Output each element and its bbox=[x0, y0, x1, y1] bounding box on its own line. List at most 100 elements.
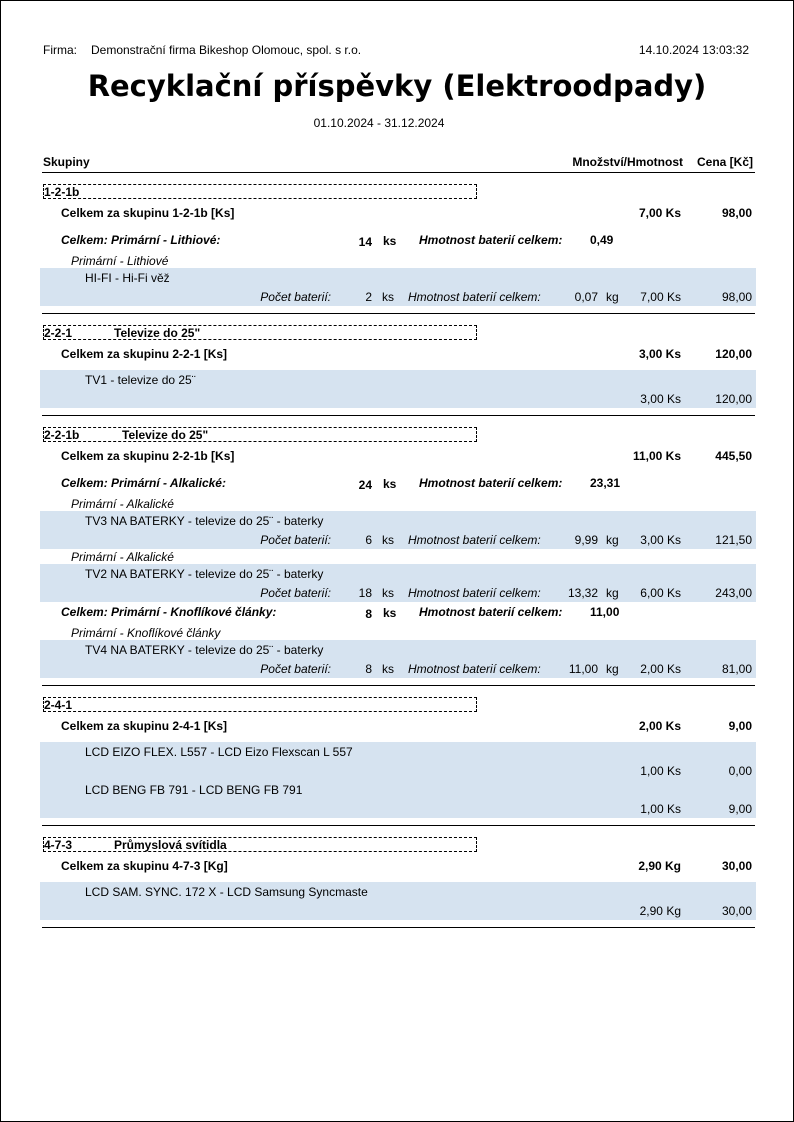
item-name: LCD EIZO FLEX. L557 - LCD Eizo Flexscan … bbox=[85, 745, 353, 759]
item-quantity: 2,00 Ks bbox=[640, 662, 681, 676]
battery-summary-unit: ks bbox=[383, 234, 397, 248]
group-total-label: Celkem za skupinu 2-2-1 [Ks] bbox=[61, 347, 228, 361]
battery-summary-weight: 23,31 bbox=[590, 476, 621, 490]
battery-count-label: Počet baterií: bbox=[260, 290, 331, 304]
battery-summary-weight: 11,00 bbox=[590, 605, 620, 619]
group-total-price: 9,00 bbox=[728, 719, 752, 733]
group-total-label: Celkem za skupinu 1-2-1b [Ks] bbox=[61, 206, 235, 220]
battery-summary-count: 24 bbox=[358, 478, 372, 492]
battery-summary-unit: ks bbox=[383, 606, 397, 620]
battery-summary-weight-label: Hmotnost baterií celkem: bbox=[419, 605, 563, 619]
battery-weight-unit: kg bbox=[606, 586, 619, 600]
battery-weight: 13,32 bbox=[567, 586, 598, 600]
item-block bbox=[40, 882, 756, 920]
battery-count-unit: ks bbox=[382, 533, 394, 547]
group-total-price: 120,00 bbox=[715, 347, 752, 361]
battery-weight-label: Hmotnost baterií celkem: bbox=[408, 290, 541, 304]
item-name: LCD SAM. SYNC. 172 X - LCD Samsung Syncm… bbox=[85, 885, 368, 899]
item-price: 9,00 bbox=[728, 802, 752, 816]
item-quantity: 7,00 Ks bbox=[640, 290, 681, 304]
group-name: Televize do 25" bbox=[114, 326, 201, 340]
battery-category: Primární - Knoflíkové články bbox=[71, 626, 221, 640]
battery-count-unit: ks bbox=[382, 290, 394, 304]
group-total-quantity: 11,00 Ks bbox=[632, 449, 681, 463]
item-price: 81,00 bbox=[721, 662, 752, 676]
item-quantity: 2,90 Kg bbox=[639, 904, 681, 918]
group-total-price: 30,00 bbox=[721, 859, 752, 873]
report-period: 01.10.2024 - 31.12.2024 bbox=[313, 116, 445, 130]
column-header-groups: Skupiny bbox=[43, 155, 90, 169]
battery-category: Primární - Alkalické bbox=[71, 497, 174, 511]
item-price: 30,00 bbox=[721, 904, 752, 918]
group-code: 2-4-1 bbox=[44, 698, 73, 712]
battery-summary-label: Celkem: Primární - Knoflíkové články: bbox=[61, 605, 277, 619]
group-name: Průmyslová svítidla bbox=[114, 838, 227, 852]
group-total-quantity: 2,90 Kg bbox=[638, 859, 681, 873]
company-name: Demonstrační firma Bikeshop Olomouc, spo… bbox=[91, 43, 362, 57]
battery-count-unit: ks bbox=[382, 662, 394, 676]
battery-weight-unit: kg bbox=[606, 533, 619, 547]
group-divider bbox=[42, 313, 755, 314]
item-quantity: 6,00 Ks bbox=[640, 586, 681, 600]
group-total-price: 445,50 bbox=[715, 449, 752, 463]
item-quantity: 1,00 Ks bbox=[640, 802, 681, 816]
battery-count-label: Počet baterií: bbox=[260, 662, 331, 676]
group-total-quantity: 3,00 Ks bbox=[638, 347, 681, 361]
item-quantity: 3,00 Ks bbox=[640, 533, 681, 547]
item-price: 120,00 bbox=[715, 392, 752, 406]
battery-count: 8 bbox=[365, 662, 372, 676]
item-block bbox=[40, 564, 756, 602]
battery-count-unit: ks bbox=[382, 586, 394, 600]
battery-summary-count: 8 bbox=[365, 607, 372, 621]
battery-summary-label: Celkem: Primární - Lithiové: bbox=[61, 233, 221, 247]
group-code: 4-7-3 bbox=[44, 838, 73, 852]
group-header-box bbox=[43, 697, 477, 712]
item-block bbox=[40, 640, 756, 678]
group-header-box bbox=[43, 837, 477, 852]
battery-count: 6 bbox=[365, 533, 372, 547]
item-name: TV3 NA BATERKY - televize do 25¨ - bater… bbox=[85, 514, 324, 528]
group-code: 2-2-1 bbox=[44, 326, 73, 340]
item-quantity: 3,00 Ks bbox=[640, 392, 681, 406]
item-name: TV2 NA BATERKY - televize do 25¨ - bater… bbox=[85, 567, 324, 581]
group-total-quantity: 7,00 Ks bbox=[638, 206, 681, 220]
column-header-quantity: Množství/Hmotnost bbox=[572, 155, 683, 169]
group-divider bbox=[42, 927, 755, 928]
company-label: Firma: bbox=[43, 43, 77, 57]
battery-weight-label: Hmotnost baterií celkem: bbox=[408, 533, 541, 547]
group-divider bbox=[42, 825, 755, 826]
item-block bbox=[40, 742, 756, 818]
group-code: 2-2-1b bbox=[44, 428, 80, 442]
item-price: 98,00 bbox=[721, 290, 752, 304]
battery-weight-label: Hmotnost baterií celkem: bbox=[408, 586, 541, 600]
group-divider bbox=[42, 685, 755, 686]
print-timestamp: 14.10.2024 13:03:32 bbox=[638, 43, 749, 57]
battery-category: Primární - Lithiové bbox=[71, 254, 169, 268]
battery-summary-weight: 0,49 bbox=[590, 233, 614, 247]
group-header-box bbox=[43, 427, 477, 442]
item-name: TV1 - televize do 25¨ bbox=[85, 373, 196, 387]
item-block bbox=[40, 511, 756, 549]
item-price: 121,50 bbox=[715, 533, 752, 547]
group-header-box bbox=[43, 325, 477, 340]
item-block bbox=[40, 268, 756, 306]
header-divider bbox=[42, 172, 755, 173]
battery-count-label: Počet baterií: bbox=[260, 533, 331, 547]
group-header-box bbox=[43, 184, 477, 199]
battery-count: 18 bbox=[358, 586, 372, 600]
group-total-price: 98,00 bbox=[721, 206, 752, 220]
battery-weight-unit: kg bbox=[606, 662, 619, 676]
item-name: LCD BENG FB 791 - LCD BENG FB 791 bbox=[85, 783, 303, 797]
battery-count: 2 bbox=[365, 290, 372, 304]
item-block bbox=[40, 370, 756, 408]
battery-summary-weight-label: Hmotnost baterií celkem: bbox=[419, 476, 563, 490]
item-price: 243,00 bbox=[715, 586, 752, 600]
item-name: HI-FI - Hi-Fi věž bbox=[85, 271, 170, 285]
report-title: Recyklační příspěvky (Elektroodpady) bbox=[87, 69, 707, 103]
battery-count-label: Počet baterií: bbox=[260, 586, 331, 600]
battery-weight-label: Hmotnost baterií celkem: bbox=[408, 662, 541, 676]
battery-weight: 0,07 bbox=[574, 290, 598, 304]
battery-summary-unit: ks bbox=[383, 477, 397, 491]
group-total-quantity: 2,00 Ks bbox=[638, 719, 681, 733]
